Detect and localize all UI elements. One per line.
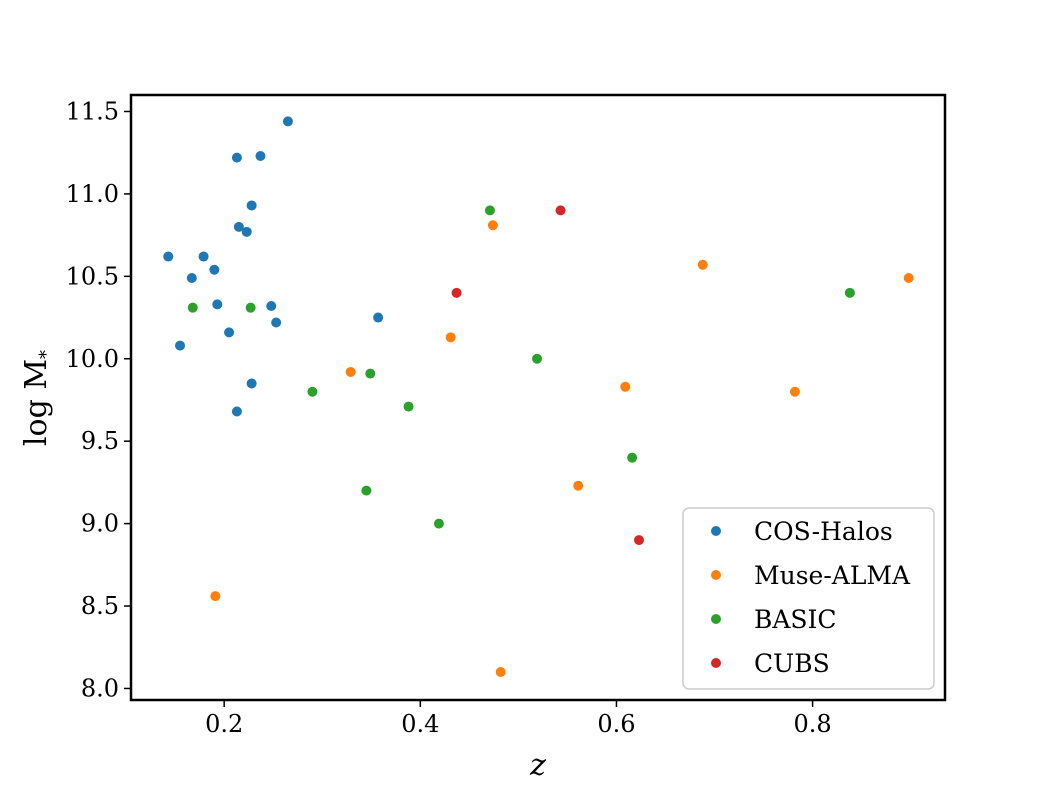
x-axis-title: z xyxy=(529,748,546,783)
data-point xyxy=(266,301,277,312)
data-point xyxy=(282,116,293,127)
data-point xyxy=(365,368,376,379)
legend-marker xyxy=(711,658,721,668)
legend-marker xyxy=(711,526,721,536)
data-point xyxy=(233,221,244,232)
y-tick-label: 9.5 xyxy=(81,427,119,455)
data-point xyxy=(224,327,235,338)
x-tick-label: 0.4 xyxy=(401,710,439,738)
y-tick-label: 8.5 xyxy=(81,592,119,620)
data-point xyxy=(403,401,414,412)
data-point xyxy=(627,452,638,463)
y-axis-title-main: log M xyxy=(19,359,54,446)
legend-label: CUBS xyxy=(754,649,830,678)
data-point xyxy=(433,518,444,529)
y-axis-title-subscript: * xyxy=(36,350,57,359)
y-tick-label: 11.5 xyxy=(66,97,119,125)
data-point xyxy=(271,317,282,328)
legend-marker xyxy=(711,614,721,624)
y-tick-label: 11.0 xyxy=(66,180,119,208)
legend-item: Muse-ALMA xyxy=(711,561,911,590)
data-point xyxy=(209,264,220,275)
data-point xyxy=(532,353,543,364)
series-basic xyxy=(187,205,855,529)
data-point xyxy=(212,299,223,310)
legend-item: COS-Halos xyxy=(711,517,893,546)
x-tick-label: 0.6 xyxy=(597,710,635,738)
data-point xyxy=(697,259,708,270)
data-point xyxy=(484,205,495,216)
data-point xyxy=(789,386,800,397)
y-tick-label: 9.0 xyxy=(81,510,119,538)
data-point xyxy=(241,226,252,237)
data-point xyxy=(555,205,566,216)
data-point xyxy=(246,378,257,389)
data-point xyxy=(361,485,372,496)
data-points xyxy=(163,116,914,677)
legend-box xyxy=(682,507,935,690)
data-point xyxy=(231,152,242,163)
legend: COS-Halos Muse-ALMA BASIC CUBS xyxy=(682,507,935,690)
legend-item: BASIC xyxy=(711,605,837,634)
axis-ticks: 0.2 0.4 0.6 0.8 8.0 8.5 9.0 9.5 10.0 10.5 11.0 11.5 xyxy=(66,97,832,738)
data-point xyxy=(307,386,318,397)
legend-label: COS-Halos xyxy=(754,517,893,546)
data-point xyxy=(620,381,631,392)
data-point xyxy=(186,272,197,283)
data-point xyxy=(373,312,384,323)
data-point xyxy=(246,200,257,211)
data-point xyxy=(487,220,498,231)
legend-item: CUBS xyxy=(711,649,830,678)
series-cubs xyxy=(451,205,645,546)
legend-marker xyxy=(711,570,721,580)
data-point xyxy=(245,302,256,313)
series-cos-halos xyxy=(163,116,384,417)
data-point xyxy=(844,287,855,298)
data-point xyxy=(175,340,186,351)
y-tick-label: 10.0 xyxy=(66,345,119,373)
data-point xyxy=(903,272,914,283)
y-axis-title: log M* xyxy=(19,350,57,446)
y-tick-label: 8.0 xyxy=(81,674,119,702)
data-point xyxy=(345,366,356,377)
data-point xyxy=(634,535,645,546)
data-point xyxy=(198,251,209,262)
x-tick-label: 0.2 xyxy=(205,710,243,738)
legend-label: BASIC xyxy=(754,605,837,634)
plot-frame xyxy=(129,93,947,702)
data-point xyxy=(451,287,462,298)
y-tick-label: 10.5 xyxy=(66,262,119,290)
data-point xyxy=(210,591,221,602)
data-point xyxy=(163,251,174,262)
data-point xyxy=(573,480,584,491)
data-point xyxy=(187,302,198,313)
data-point xyxy=(231,406,242,417)
data-point xyxy=(495,666,506,677)
data-point xyxy=(255,150,266,161)
legend-label: Muse-ALMA xyxy=(754,561,911,590)
series-muse-alma xyxy=(210,220,914,677)
x-tick-label: 0.8 xyxy=(794,710,832,738)
data-point xyxy=(445,332,456,343)
